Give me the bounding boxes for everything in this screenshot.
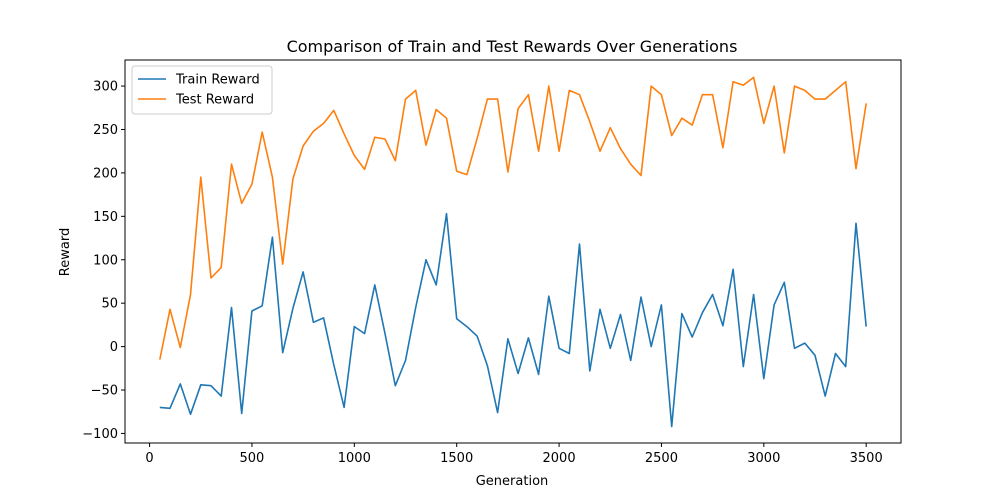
legend: Train Reward Test Reward [131, 65, 273, 115]
y-axis: −100 −50 0 50 100 150 200 250 300 [82, 80, 125, 442]
y-tick-label: 150 [93, 210, 118, 225]
x-tick-label: 0 [145, 451, 153, 466]
plot-frame [124, 59, 902, 444]
x-axis: 0 500 1000 1500 2000 2500 3000 3500 [145, 443, 883, 466]
y-tick-label: 200 [93, 166, 118, 181]
y-axis-label: Reward [58, 228, 73, 276]
chart-title: Comparison of Train and Test Rewards Ove… [287, 37, 738, 56]
legend-label: Test Reward [175, 93, 254, 108]
x-tick-label: 2000 [543, 451, 576, 466]
x-tick-label: 500 [240, 451, 265, 466]
y-tick-label: 50 [101, 297, 118, 312]
y-tick-label: 250 [93, 123, 118, 138]
legend-label: Train Reward [175, 73, 260, 88]
x-axis-label: Generation [476, 474, 549, 489]
series-line-test-reward [159, 76, 867, 360]
y-tick-label: 300 [93, 80, 118, 95]
x-tick-label: 2500 [645, 451, 678, 466]
x-tick-label: 1500 [440, 451, 473, 466]
y-tick-label: −50 [91, 384, 118, 399]
plot-series-group [159, 76, 867, 428]
x-tick-label: 1000 [338, 451, 371, 466]
x-tick-label: 3500 [850, 451, 883, 466]
y-tick-label: 0 [110, 340, 118, 355]
x-tick-label: 3000 [747, 451, 780, 466]
legend-box [131, 65, 273, 115]
y-tick-label: −100 [82, 427, 118, 442]
series-line-train-reward [159, 212, 867, 428]
y-tick-label: 100 [93, 253, 118, 268]
